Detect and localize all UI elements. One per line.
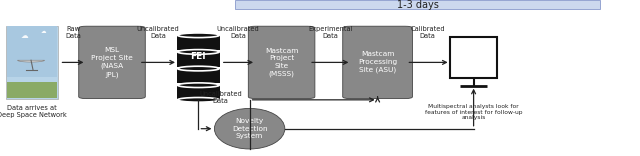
Text: ☁: ☁ [20,31,28,40]
FancyBboxPatch shape [177,52,220,67]
FancyBboxPatch shape [177,85,220,100]
Text: Raw
Data: Raw Data [65,26,81,39]
FancyBboxPatch shape [235,0,600,9]
Text: Uncalibrated
Data: Uncalibrated Data [217,26,259,39]
FancyBboxPatch shape [8,82,57,98]
Text: Uncalibrated
Data: Uncalibrated Data [200,91,242,104]
Text: Uncalibrated
Data: Uncalibrated Data [137,26,179,39]
FancyBboxPatch shape [177,68,220,83]
Text: 1-3 days: 1-3 days [397,0,438,10]
Text: Mastcam
Project
Site
(MSSS): Mastcam Project Site (MSSS) [265,48,298,77]
Text: Multispectral analysts look for
features of interest for follow-up
analysis: Multispectral analysts look for features… [425,104,522,120]
FancyBboxPatch shape [450,37,497,78]
Ellipse shape [178,83,220,88]
Ellipse shape [178,33,220,38]
FancyBboxPatch shape [343,26,412,99]
FancyBboxPatch shape [177,35,220,50]
FancyBboxPatch shape [8,26,57,77]
Ellipse shape [178,50,220,54]
Ellipse shape [178,98,220,102]
Ellipse shape [214,108,285,149]
Text: Data arrives at
Deep Space Network: Data arrives at Deep Space Network [0,105,67,118]
Text: MSL
Project Site
(NASA
JPL): MSL Project Site (NASA JPL) [91,47,133,78]
FancyBboxPatch shape [79,26,145,99]
Text: Mastcam
Processing
Site (ASU): Mastcam Processing Site (ASU) [358,51,397,73]
FancyBboxPatch shape [6,26,58,99]
Text: FEI: FEI [191,52,206,61]
Text: Calibrated
Data: Calibrated Data [410,26,445,39]
Text: Novelty
Detection
System: Novelty Detection System [232,118,268,139]
Polygon shape [18,60,45,62]
Text: ☁: ☁ [41,29,46,34]
Text: Experimental
Data: Experimental Data [308,26,353,39]
Ellipse shape [178,66,220,71]
FancyBboxPatch shape [248,26,315,99]
